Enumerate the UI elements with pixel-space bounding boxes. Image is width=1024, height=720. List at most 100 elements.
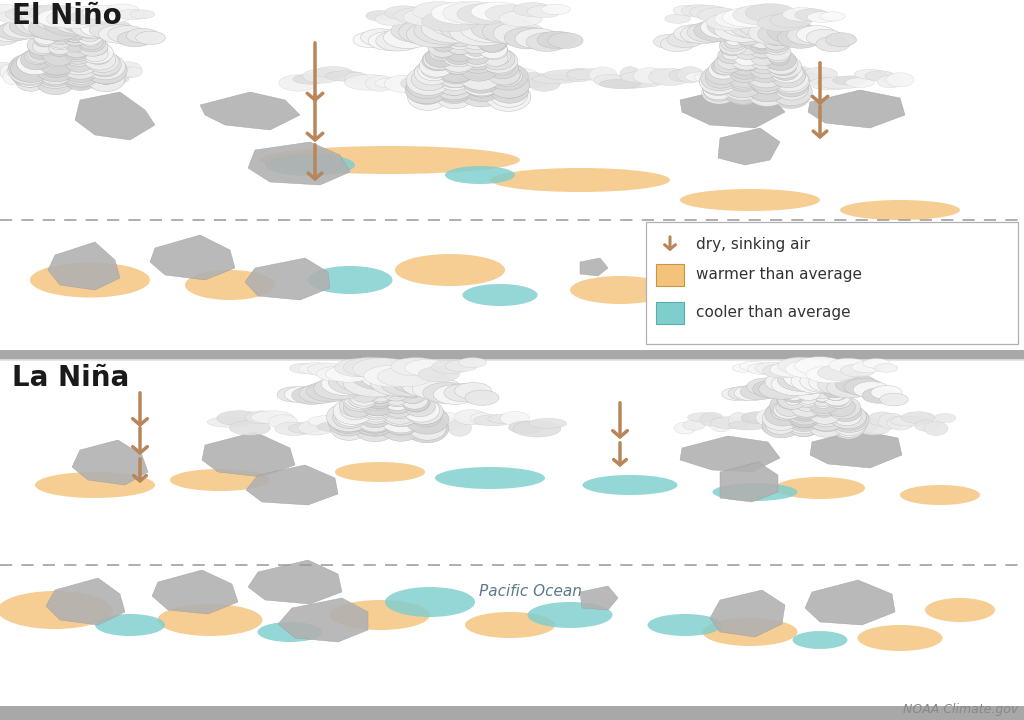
Ellipse shape: [86, 53, 121, 76]
Ellipse shape: [473, 415, 512, 426]
Ellipse shape: [723, 14, 746, 30]
Ellipse shape: [740, 28, 757, 39]
Ellipse shape: [442, 1, 505, 24]
Ellipse shape: [783, 380, 807, 395]
Ellipse shape: [788, 404, 821, 425]
Ellipse shape: [402, 398, 439, 422]
Ellipse shape: [38, 59, 73, 82]
Polygon shape: [202, 432, 295, 477]
Ellipse shape: [33, 27, 58, 43]
Ellipse shape: [765, 372, 812, 392]
Ellipse shape: [285, 386, 322, 403]
Ellipse shape: [432, 22, 458, 40]
Ellipse shape: [532, 74, 580, 84]
Ellipse shape: [814, 376, 828, 385]
Bar: [0, 346, 1024, 360]
Ellipse shape: [807, 12, 837, 22]
Ellipse shape: [711, 417, 750, 429]
Ellipse shape: [442, 45, 475, 67]
Ellipse shape: [40, 56, 71, 76]
Ellipse shape: [791, 395, 821, 414]
Ellipse shape: [31, 41, 52, 55]
Ellipse shape: [96, 70, 106, 81]
Ellipse shape: [599, 79, 641, 89]
Ellipse shape: [795, 395, 819, 411]
Ellipse shape: [807, 407, 845, 431]
Ellipse shape: [22, 7, 66, 23]
Ellipse shape: [446, 37, 473, 55]
Ellipse shape: [795, 356, 845, 375]
Ellipse shape: [879, 413, 904, 429]
Ellipse shape: [382, 379, 409, 397]
Ellipse shape: [414, 17, 476, 45]
Ellipse shape: [406, 406, 449, 434]
Ellipse shape: [819, 12, 845, 21]
Ellipse shape: [408, 84, 447, 110]
Ellipse shape: [330, 415, 369, 441]
Ellipse shape: [353, 369, 378, 385]
Ellipse shape: [415, 415, 461, 432]
Ellipse shape: [750, 37, 775, 54]
Ellipse shape: [461, 24, 490, 44]
Ellipse shape: [775, 76, 808, 97]
Ellipse shape: [814, 392, 829, 402]
Ellipse shape: [813, 402, 836, 418]
Ellipse shape: [797, 26, 837, 43]
Bar: [0, 0, 1024, 360]
Ellipse shape: [377, 410, 411, 426]
Ellipse shape: [76, 21, 102, 38]
Ellipse shape: [0, 24, 29, 42]
Ellipse shape: [434, 21, 456, 34]
Ellipse shape: [740, 72, 779, 85]
Ellipse shape: [25, 48, 50, 65]
Ellipse shape: [438, 11, 507, 42]
Ellipse shape: [764, 35, 788, 50]
Ellipse shape: [544, 70, 592, 80]
Ellipse shape: [65, 54, 95, 74]
Ellipse shape: [438, 58, 475, 82]
Ellipse shape: [384, 385, 409, 401]
Ellipse shape: [39, 25, 54, 35]
Ellipse shape: [85, 64, 126, 91]
Ellipse shape: [432, 38, 455, 52]
Ellipse shape: [814, 397, 831, 408]
Ellipse shape: [880, 393, 908, 406]
Ellipse shape: [58, 6, 108, 24]
Ellipse shape: [812, 380, 831, 392]
Ellipse shape: [422, 14, 486, 43]
Ellipse shape: [480, 40, 507, 58]
Ellipse shape: [791, 399, 821, 419]
Ellipse shape: [466, 59, 494, 76]
Ellipse shape: [327, 402, 372, 431]
Ellipse shape: [344, 74, 392, 90]
Ellipse shape: [769, 395, 804, 417]
Ellipse shape: [380, 400, 421, 426]
Ellipse shape: [727, 84, 759, 105]
Ellipse shape: [711, 418, 731, 432]
Ellipse shape: [411, 407, 441, 427]
Ellipse shape: [436, 67, 473, 91]
Ellipse shape: [403, 396, 435, 417]
Ellipse shape: [687, 22, 733, 42]
Ellipse shape: [814, 386, 830, 397]
Ellipse shape: [589, 67, 616, 83]
Ellipse shape: [406, 76, 447, 104]
Ellipse shape: [330, 600, 430, 630]
Ellipse shape: [355, 374, 376, 388]
Ellipse shape: [715, 10, 765, 28]
Ellipse shape: [786, 26, 829, 45]
Ellipse shape: [765, 17, 785, 30]
Ellipse shape: [430, 72, 471, 88]
Ellipse shape: [0, 591, 113, 629]
Ellipse shape: [482, 19, 499, 30]
Ellipse shape: [753, 36, 772, 48]
Ellipse shape: [38, 70, 67, 84]
Ellipse shape: [674, 422, 696, 434]
Ellipse shape: [71, 9, 115, 25]
Ellipse shape: [772, 63, 799, 81]
Ellipse shape: [455, 382, 492, 399]
Ellipse shape: [777, 392, 804, 409]
Ellipse shape: [769, 58, 797, 76]
Ellipse shape: [352, 367, 380, 386]
Ellipse shape: [457, 4, 514, 24]
